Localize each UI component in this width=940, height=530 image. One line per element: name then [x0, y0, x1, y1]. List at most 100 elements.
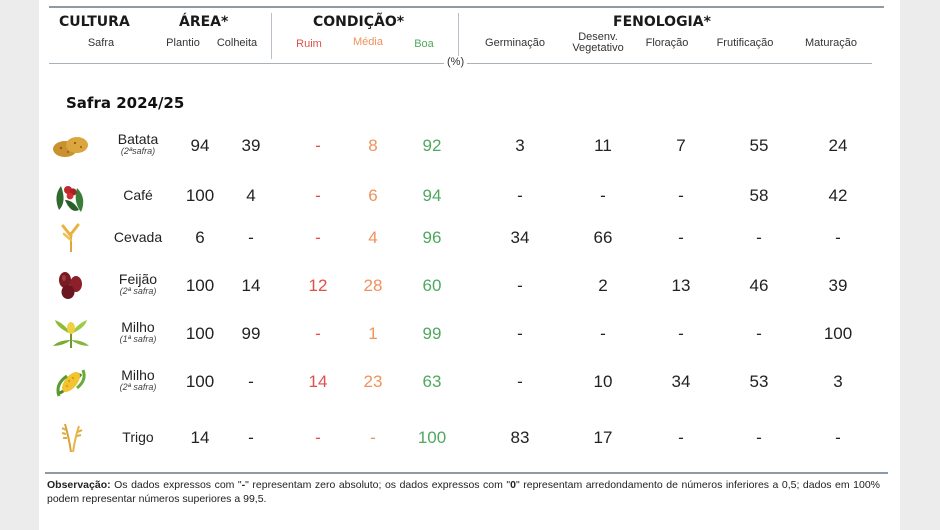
cell-ruim: 14: [308, 372, 328, 391]
cell-desenv: 11: [594, 136, 612, 155]
crop-table-sheet: CULTURA ÁREA* CONDIÇÃO* FENOLOGIA* Safra…: [39, 0, 900, 530]
cell-media: -: [370, 428, 376, 447]
subheader-desenv-vegetativo: Desenv. Vegetativo: [559, 32, 637, 54]
cell-floracao: 34: [671, 372, 691, 391]
subheader-desenv-line2: Vegetativo: [572, 42, 624, 54]
subheader-germinacao: Germinação: [485, 37, 545, 49]
subheader-maturacao: Maturação: [805, 37, 857, 49]
cell-frutificacao: -: [756, 324, 762, 343]
cell-ruim: 12: [308, 276, 328, 295]
crop-name: Milho (2ª safra): [99, 368, 177, 392]
cell-floracao: -: [678, 324, 684, 343]
cell-maturacao: -: [835, 428, 841, 447]
cell-germinacao: 83: [510, 428, 530, 447]
observation-dash: -: [241, 479, 246, 491]
cell-plantio: 6: [195, 228, 205, 247]
crop-name-text: Milho: [121, 319, 155, 335]
header-condicao: CONDIÇÃO*: [313, 14, 405, 30]
crop-name: Batata (2ªsafra): [99, 132, 177, 156]
header-cultura: CULTURA: [59, 14, 130, 30]
cell-media: 1: [368, 324, 378, 343]
potato-icon: [51, 130, 91, 162]
cell-floracao: -: [678, 428, 684, 447]
barley-icon: [51, 222, 91, 254]
crop-name: Feijão (2ª safra): [99, 272, 177, 296]
table-row: Feijão (2ª safra) 100 14 12 28 60 - 2 13 46 39: [39, 266, 900, 306]
corn-plant-icon: [51, 318, 91, 350]
crop-season-note: (2ªsafra): [120, 146, 156, 156]
crop-name-text: Cevada: [113, 229, 163, 245]
observation-text-2: " representam zero absoluto; os dados ex…: [245, 479, 511, 491]
crop-name-text: Feijão: [118, 271, 158, 287]
cell-media: 28: [363, 276, 383, 295]
cell-frutificacao: -: [756, 228, 762, 247]
subheader-plantio: Plantio: [166, 37, 200, 49]
observation-text-1: Os dados expressos com ": [110, 479, 242, 491]
table-row: Cevada 6 - - 4 96 34 66 - - -: [39, 218, 900, 258]
cell-germinacao: 34: [510, 228, 530, 247]
cell-media: 6: [368, 186, 378, 205]
top-rule: [49, 6, 884, 8]
cell-ruim: -: [315, 228, 321, 247]
cell-frutificacao: 46: [749, 276, 769, 295]
cell-colheita: 14: [241, 276, 261, 295]
section-title: Safra 2024/25: [66, 94, 185, 112]
cell-floracao: 7: [676, 136, 686, 155]
header-area: ÁREA*: [179, 14, 229, 30]
cell-boa: 94: [422, 186, 442, 205]
cell-maturacao: 3: [833, 372, 843, 391]
cell-maturacao: 100: [823, 324, 853, 343]
cell-frutificacao: 58: [749, 186, 769, 205]
observation-zero: 0: [510, 479, 516, 491]
crop-season-note: (1ª safra): [119, 334, 157, 344]
cell-desenv: 17: [593, 428, 613, 447]
crop-season-note: (2ª safra): [119, 286, 157, 296]
cell-desenv: -: [600, 324, 606, 343]
cell-colheita: 99: [241, 324, 261, 343]
cell-boa: 60: [422, 276, 442, 295]
bean-icon: [51, 270, 91, 302]
cell-plantio: 100: [185, 186, 215, 205]
crop-name: Milho (1ª safra): [99, 320, 177, 344]
cell-maturacao: 42: [828, 186, 848, 205]
table-row: Batata (2ªsafra) 94 39 - 8 92 3 11 7 55 24: [39, 126, 900, 166]
header-fenologia: FENOLOGIA*: [613, 14, 711, 30]
crop-name-text: Café: [123, 187, 153, 203]
cell-germinacao: -: [517, 186, 523, 205]
subheader-floracao: Floração: [645, 37, 689, 49]
cell-floracao: 13: [671, 276, 691, 295]
column-separator: [458, 13, 459, 59]
crop-name-text: Trigo: [122, 429, 154, 445]
cell-desenv: -: [600, 186, 606, 205]
subheader-media: Média: [353, 36, 383, 48]
subheader-ruim: Ruim: [296, 38, 322, 50]
cell-plantio: 100: [185, 372, 215, 391]
observation-note: Observação: Os dados expressos com "-" r…: [47, 478, 880, 506]
table-row: Milho (1ª safra) 100 99 - 1 99 - - - - 100: [39, 314, 900, 354]
cell-floracao: -: [678, 228, 684, 247]
cell-frutificacao: 55: [749, 136, 769, 155]
cell-media: 8: [368, 136, 378, 155]
cell-colheita: 4: [246, 186, 256, 205]
crop-name-text: Batata: [117, 131, 159, 147]
cell-desenv: 10: [593, 372, 613, 391]
crop-season-note: (2ª safra): [119, 382, 157, 392]
cell-media: 23: [363, 372, 383, 391]
cell-plantio: 94: [190, 136, 210, 155]
cell-germinacao: 3: [515, 136, 525, 155]
cell-media: 4: [368, 228, 378, 247]
cell-boa: 63: [422, 372, 442, 391]
cell-plantio: 100: [185, 276, 215, 295]
cell-maturacao: 24: [828, 136, 848, 155]
observation-text-3: " representam arredondamento de números …: [47, 479, 881, 505]
crop-name: Trigo: [99, 430, 177, 444]
subheader-colheita: Colheita: [216, 37, 258, 49]
table-row: Café 100 4 - 6 94 - - - 58 42: [39, 176, 900, 216]
cell-plantio: 100: [185, 324, 215, 343]
cell-frutificacao: 53: [749, 372, 769, 391]
crop-name-text: Milho: [121, 367, 155, 383]
subheader-desenv-line1: Desenv.: [578, 31, 618, 43]
cell-ruim: -: [315, 136, 321, 155]
cell-boa: 100: [417, 428, 447, 447]
cell-plantio: 14: [190, 428, 210, 447]
